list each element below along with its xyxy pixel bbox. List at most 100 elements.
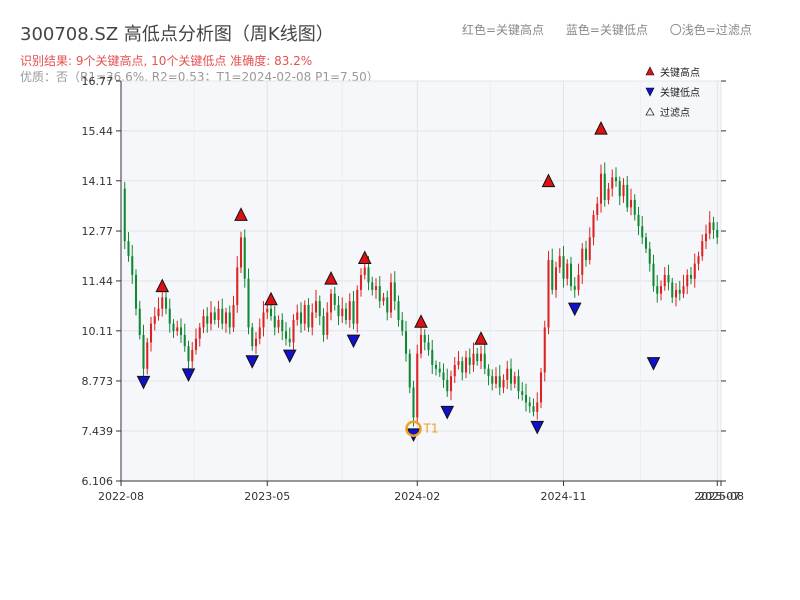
key-low-marker [181,368,196,382]
candle-body [476,353,479,362]
candle [168,298,171,333]
candle-body [356,289,359,324]
candle [667,264,670,291]
candle [416,344,419,425]
candle-body [183,334,186,347]
candle [551,248,554,295]
candle [464,350,468,379]
x-tick-label: 2024-02 [394,490,440,503]
candle-body [363,267,366,275]
candle-body [502,379,505,388]
y-tick-label: 8.773 [82,375,114,388]
candle-body [674,289,678,298]
legend-red-note: 红色=关键高点 [462,23,545,37]
candle [562,246,565,288]
top-legend: 红色=关键高点 蓝色=关键低点 〇浅色=过滤点 [462,21,770,38]
candle [326,302,329,340]
candle-body [344,308,348,320]
candle-body [419,334,423,354]
candle-body [389,282,393,313]
candle [292,314,295,351]
candle [521,382,524,401]
candle [423,329,426,351]
key-low-marker [282,349,297,364]
y-tick-label: 15.44 [82,125,114,138]
candle [397,295,400,327]
candle [408,349,411,394]
candle [359,268,363,297]
y-tick-label: 12.77 [82,225,114,238]
candle [599,164,603,213]
candle [656,274,659,303]
candle-body [228,312,231,328]
candle [341,297,344,323]
candle [446,368,449,397]
candle-body [614,177,618,182]
candle [577,263,580,296]
candle-body [622,184,625,197]
candle-body [397,301,400,320]
candle [468,348,471,374]
candle-body [697,256,700,264]
candle-body [626,184,629,208]
candle-body [547,259,550,328]
x-tick-label: 2022-08 [98,490,144,503]
candle [641,216,644,245]
candle [678,280,681,301]
candle [127,232,130,262]
candle-body [266,308,269,313]
candle-body [551,259,554,290]
candle-body [333,293,336,305]
candle [434,360,438,376]
candle-body [629,199,633,208]
candle [232,295,235,332]
result-summary: 识别结果: 9个关键高点, 10个关键低点 准确度: 83.2% [20,54,313,68]
candle-body [236,267,239,305]
candle-body [157,308,160,317]
candle-body [176,327,179,332]
candle-body [566,263,569,279]
candle [123,181,126,250]
candle-body [592,214,595,238]
x-tick-label: 2024-11 [541,490,587,503]
candle [487,364,490,386]
candle [217,300,220,328]
candle [224,307,228,333]
candle [558,248,561,274]
candle [176,320,179,336]
candle [389,273,393,319]
candle [266,303,269,320]
candle-body [434,364,438,369]
candle-body [374,286,378,290]
candle [262,301,265,337]
candle-body [596,203,599,215]
candle-body [479,353,483,362]
candle-body [299,312,303,324]
candle [386,290,389,321]
candle [404,321,408,362]
x-tick-label: 2025-07 [694,490,740,503]
candle [239,231,243,274]
candle [701,234,704,261]
candle-body [168,308,171,324]
candle [299,302,303,333]
y-tick-label: 7.439 [82,425,114,438]
candle-body [468,357,471,365]
candle-body [532,406,535,412]
y-tick-label: 16.77 [82,75,114,88]
candle-body [393,282,396,302]
candle [539,367,543,409]
candle [682,274,685,299]
candle [603,162,606,207]
candle-body [206,316,209,324]
candle [532,398,535,417]
candle-body [491,376,494,384]
candle-body [513,376,516,384]
candle-body [599,173,603,204]
candle [258,318,261,345]
candle-body [644,237,648,249]
key-low-marker [646,357,661,371]
candle [371,276,374,296]
key-low-marker [440,405,455,420]
candle [509,358,513,391]
